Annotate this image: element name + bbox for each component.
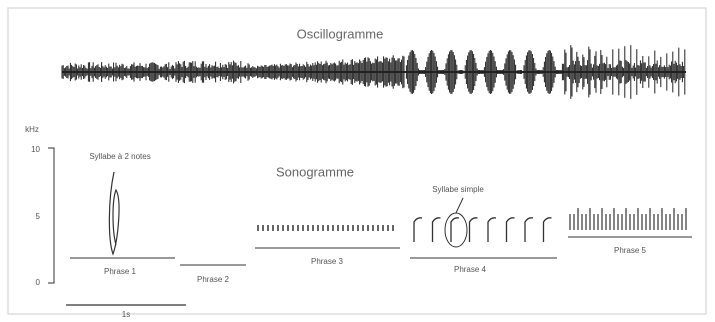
syllable-two-notes	[108, 171, 120, 256]
frequency-bracket	[48, 147, 55, 284]
annotation: Syllabe simple	[432, 185, 484, 194]
syllable-mark	[450, 217, 460, 242]
axis-tick-label: 5	[36, 212, 41, 221]
sonogram-marks	[257, 208, 687, 242]
phrase-label: Phrase 2	[197, 275, 230, 284]
phrase-label: Phrase 1	[104, 267, 137, 276]
annotation-pointer	[455, 197, 464, 214]
sonogram	[66, 171, 692, 306]
syllable-mark	[505, 217, 515, 242]
scale-label: 1s	[122, 310, 130, 319]
sonogram-title: Sonogramme	[276, 164, 354, 179]
syllable-mark	[524, 217, 534, 242]
annotation: Syllabe à 2 notes	[89, 152, 150, 161]
syllable-mark	[468, 217, 478, 242]
oscillogram-title: Oscillogramme	[297, 26, 384, 41]
phrase-label: Phrase 5	[614, 246, 647, 255]
syllable-mark	[413, 217, 423, 242]
axis-tick-label: 10	[31, 145, 40, 154]
syllable-mark	[542, 217, 552, 242]
syllable-mark	[431, 217, 441, 242]
axis-tick-label: 0	[36, 278, 41, 287]
phrase-label: Phrase 4	[454, 265, 487, 274]
oscillogram-wave	[61, 45, 686, 99]
syllable-mark	[487, 217, 497, 242]
phrase-label: Phrase 3	[311, 257, 344, 266]
axis-unit: kHz	[25, 125, 39, 134]
